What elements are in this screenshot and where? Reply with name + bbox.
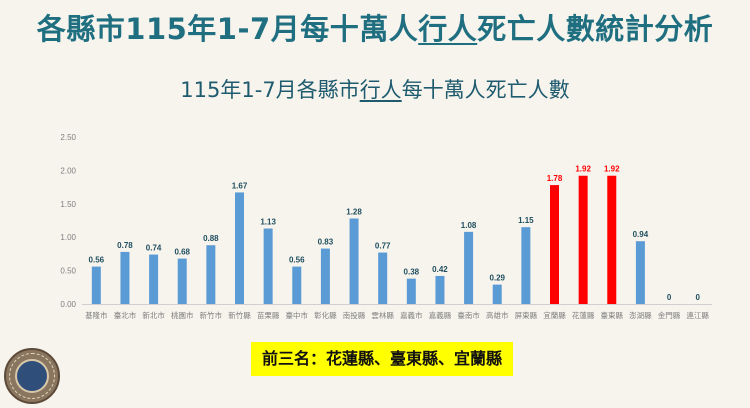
x-tick-label: 南投縣 <box>343 310 366 320</box>
bar <box>607 175 617 304</box>
bar <box>635 241 645 304</box>
bar <box>91 266 101 304</box>
bar <box>149 254 159 304</box>
top-three-badge: 前三名：花蓮縣、臺東縣、宜蘭縣 <box>251 342 513 376</box>
x-tick-label: 基隆市 <box>85 310 108 320</box>
x-tick-label: 連江縣 <box>686 310 709 320</box>
bar <box>320 248 330 304</box>
bar-value-label: 0.56 <box>89 256 105 265</box>
bar-value-label: 1.78 <box>547 174 563 183</box>
bar <box>578 175 588 304</box>
x-tick-label: 金門縣 <box>658 310 681 320</box>
y-tick-label: 0.00 <box>60 300 76 309</box>
bar-value-label: 0.77 <box>375 242 391 251</box>
y-tick-label: 1.00 <box>60 233 76 242</box>
x-tick-label: 臺北市 <box>114 310 137 320</box>
x-tick-label: 嘉義市 <box>400 310 423 320</box>
bar-value-label: 0 <box>667 293 672 302</box>
title-text-2: 死亡人數統計分析 <box>477 12 714 46</box>
emblem-seal <box>4 348 60 404</box>
x-tick-label: 臺中市 <box>286 310 309 320</box>
bar-value-label: 0.68 <box>174 248 190 257</box>
seal-ring <box>9 353 55 399</box>
x-tick-label: 屏東縣 <box>515 310 538 320</box>
bar <box>492 284 502 304</box>
title-highlight: 行人 <box>418 12 478 46</box>
x-tick-label: 新竹市 <box>200 310 223 320</box>
bar <box>349 218 359 304</box>
bar <box>521 227 531 304</box>
bar-value-label: 0.88 <box>203 234 219 243</box>
bar-value-label: 1.15 <box>518 216 534 225</box>
x-tick-label: 新竹縣 <box>228 310 251 320</box>
chart-title-text-2: 每十萬人死亡人數 <box>401 78 570 102</box>
bar-value-label: 1.28 <box>346 207 362 216</box>
x-tick-label: 臺東縣 <box>601 310 624 320</box>
bar <box>120 251 130 304</box>
x-tick-label: 苗栗縣 <box>257 310 280 320</box>
x-tick-label: 新北市 <box>142 310 165 320</box>
bar <box>406 278 416 304</box>
bar-value-label: 1.13 <box>260 218 276 227</box>
y-tick-label: 2.50 <box>60 133 76 142</box>
x-tick-label: 桃園市 <box>171 310 194 320</box>
page-title: 各縣市115年1-7月每十萬人行人死亡人數統計分析 <box>0 6 750 48</box>
bar-value-label: 0.94 <box>633 230 649 239</box>
y-tick-label: 1.50 <box>60 200 76 209</box>
bar <box>206 245 216 304</box>
x-tick-label: 臺南市 <box>457 310 480 320</box>
bar <box>378 252 388 304</box>
x-tick-label: 高雄市 <box>486 310 509 320</box>
bar-value-label: 1.92 <box>604 165 620 174</box>
bar-value-label: 0.74 <box>146 244 162 253</box>
x-tick-label: 宜蘭縣 <box>543 310 566 320</box>
bar-value-label: 1.92 <box>575 165 591 174</box>
bar-value-label: 0.78 <box>117 241 133 250</box>
chart-title-highlight: 行人 <box>359 78 402 102</box>
x-tick-label: 嘉義縣 <box>429 310 452 320</box>
x-tick-label: 彰化縣 <box>314 310 337 320</box>
chart-title-text-1: 115年1-7月各縣市 <box>180 78 360 102</box>
bar-value-label: 0.42 <box>432 265 448 274</box>
y-tick-label: 0.50 <box>60 267 76 276</box>
chart-title: 115年1-7月各縣市行人每十萬人死亡人數 <box>0 74 750 104</box>
bar-value-label: 0.29 <box>489 274 505 283</box>
bar <box>177 258 187 304</box>
bar <box>550 185 559 304</box>
x-tick-label: 花蓮縣 <box>572 310 595 320</box>
x-tick-label: 雲林縣 <box>371 310 394 320</box>
bar-value-label: 1.08 <box>461 221 477 230</box>
bar-value-label: 0.38 <box>404 268 420 277</box>
bar <box>464 231 474 304</box>
seal-center <box>15 359 49 393</box>
x-tick-label: 澎湖縣 <box>629 310 652 320</box>
bar <box>292 266 302 304</box>
bar <box>435 275 445 304</box>
bar-value-label: 1.67 <box>232 181 248 190</box>
title-text-1: 各縣市115年1-7月每十萬人 <box>36 12 419 46</box>
bar-value-label: 0 <box>695 293 700 302</box>
y-tick-label: 2.00 <box>60 166 76 175</box>
bar-value-label: 0.56 <box>289 256 305 265</box>
bar-value-label: 0.83 <box>318 238 334 247</box>
bar <box>263 228 273 304</box>
bar <box>235 192 244 304</box>
